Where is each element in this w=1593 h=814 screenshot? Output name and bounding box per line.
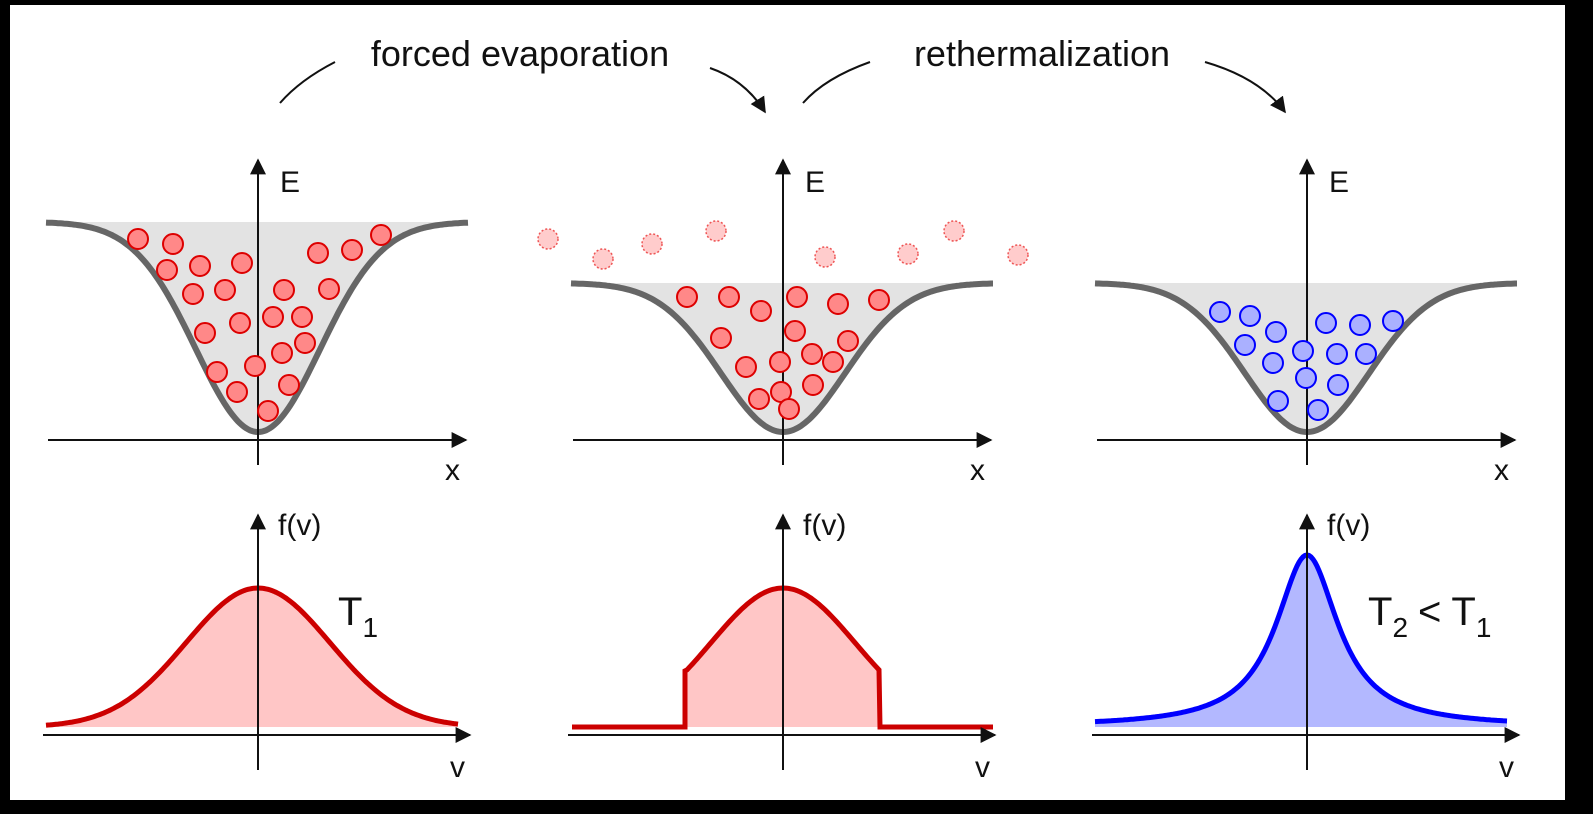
atom — [278, 374, 300, 396]
atom — [718, 286, 740, 308]
evaporated-atom — [814, 246, 836, 268]
atom — [1382, 310, 1404, 332]
atom — [822, 351, 844, 373]
atom — [1307, 399, 1329, 421]
atom — [341, 239, 363, 261]
atom — [748, 388, 770, 410]
temperature-label: T1 — [338, 590, 378, 643]
axis-label: v — [450, 751, 465, 784]
atom — [244, 355, 266, 377]
relation: < — [1418, 590, 1441, 634]
atom — [1209, 301, 1231, 323]
atom — [801, 343, 823, 365]
subscript: 2 — [1392, 612, 1408, 643]
evaporated-atom — [1007, 244, 1029, 266]
axis-label: f(v) — [278, 509, 321, 542]
transition-label: rethermalization — [914, 33, 1170, 74]
evaporated-atom — [705, 220, 727, 242]
evaporated-atom — [592, 248, 614, 270]
subscript: 1 — [362, 612, 378, 643]
axis-label: x — [445, 454, 460, 487]
distribution-fill — [46, 588, 458, 727]
atom — [1295, 367, 1317, 389]
atom — [1265, 321, 1287, 343]
atom — [868, 289, 890, 311]
atom — [1292, 340, 1314, 362]
atom — [189, 255, 211, 277]
axis-label: E — [280, 166, 300, 199]
axis-label: E — [805, 166, 825, 199]
axis-label: v — [975, 751, 990, 784]
atom — [802, 374, 824, 396]
symbol: T — [1451, 590, 1475, 634]
atom — [262, 306, 284, 328]
atom — [750, 300, 772, 322]
atom — [370, 224, 392, 246]
atom — [1349, 314, 1371, 336]
atom — [231, 252, 253, 274]
atom — [226, 381, 248, 403]
axis-label: f(v) — [803, 509, 846, 542]
atom — [784, 320, 806, 342]
atom — [318, 278, 340, 300]
temperature-label: T2 < T1 — [1368, 590, 1491, 643]
transition-arrow — [709, 67, 766, 114]
atom — [735, 356, 757, 378]
atom — [778, 398, 800, 420]
atom — [1234, 334, 1256, 356]
subscript: 1 — [1476, 612, 1492, 643]
atom — [1355, 343, 1377, 365]
distribution-curve — [45, 585, 459, 728]
transition-label: forced evaporation — [371, 33, 669, 74]
atom — [291, 306, 313, 328]
axis-label: x — [970, 454, 985, 487]
atom — [1315, 312, 1337, 334]
atom — [1239, 305, 1261, 327]
evaporated-atom — [537, 228, 559, 250]
axis-label: E — [1329, 166, 1349, 199]
atom — [827, 293, 849, 315]
atom — [786, 286, 808, 308]
distribution-curve — [1094, 552, 1508, 725]
atom — [710, 327, 732, 349]
symbol: T — [1368, 590, 1392, 634]
distribution-fill — [1095, 555, 1507, 727]
atom — [837, 330, 859, 352]
atom — [273, 279, 295, 301]
evaporated-atom — [943, 220, 965, 242]
atom — [229, 312, 251, 334]
atom — [676, 286, 698, 308]
atom — [1327, 374, 1349, 396]
axis-label: v — [1499, 751, 1514, 784]
atom — [214, 279, 236, 301]
atom — [271, 342, 293, 364]
transition-arrow — [279, 61, 336, 104]
axis-label: x — [1494, 454, 1509, 487]
atom — [1267, 390, 1289, 412]
transition-arrow — [1204, 61, 1286, 114]
atom — [769, 351, 791, 373]
atom — [182, 283, 204, 305]
atom — [206, 361, 228, 383]
evaporated-atom — [897, 243, 919, 265]
atom — [1262, 352, 1284, 374]
atom — [1326, 343, 1348, 365]
evaporated-atom — [641, 233, 663, 255]
atom — [307, 242, 329, 264]
symbol: T — [338, 590, 362, 634]
atom — [257, 400, 279, 422]
atom — [294, 332, 316, 354]
atom — [127, 228, 149, 250]
transition-arrow — [802, 61, 871, 104]
drawing: Ex f(v) v Ex f(v) v Ex f(v) v — [43, 158, 1521, 784]
atom — [194, 322, 216, 344]
axis-label: f(v) — [1327, 509, 1370, 542]
atom — [156, 259, 178, 281]
atom — [162, 233, 184, 255]
